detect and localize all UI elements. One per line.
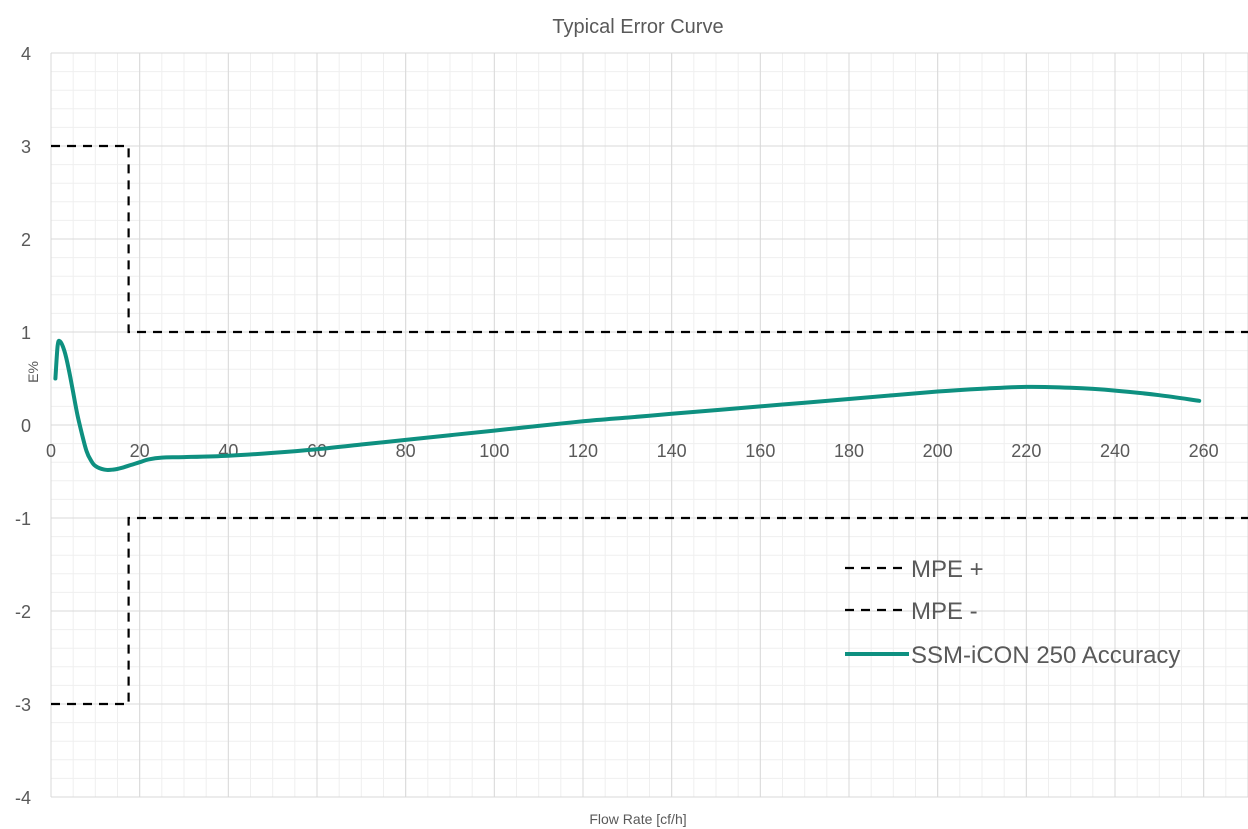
legend-label: SSM-iCON 250 Accuracy <box>911 642 1180 669</box>
series-layer <box>51 144 1248 706</box>
y-axis-label: E% <box>25 361 41 383</box>
x-tick-label: 40 <box>218 441 238 461</box>
y-tick-label: 1 <box>21 323 31 343</box>
x-axis-ticks: 0 20 40 60 80 100 120 140 160 180 200 220 240 260 <box>46 441 1219 461</box>
legend: MPE + MPE - SSM-iCON 250 Accuracy <box>845 556 1180 669</box>
y-tick-label: 2 <box>21 230 31 250</box>
y-tick-label: -3 <box>15 695 31 715</box>
series-line-1 <box>51 516 1248 706</box>
x-tick-label: 0 <box>46 441 56 461</box>
x-tick-label: 20 <box>130 441 150 461</box>
y-tick-label: -2 <box>15 602 31 622</box>
y-tick-label: 0 <box>21 416 31 436</box>
y-tick-label: -1 <box>15 509 31 529</box>
x-tick-label: 260 <box>1189 441 1219 461</box>
x-tick-label: 100 <box>479 441 509 461</box>
x-tick-label: 240 <box>1100 441 1130 461</box>
x-tick-label: 140 <box>657 441 687 461</box>
x-tick-label: 160 <box>745 441 775 461</box>
x-tick-label: 220 <box>1011 441 1041 461</box>
x-tick-label: 200 <box>923 441 953 461</box>
x-tick-label: 180 <box>834 441 864 461</box>
chart-title: Typical Error Curve <box>552 16 723 38</box>
y-axis-ticks: -4 -3 -2 -1 0 1 2 3 4 <box>15 44 31 808</box>
y-tick-label: 3 <box>21 137 31 157</box>
series-line-0 <box>51 144 1248 334</box>
y-tick-label: -4 <box>15 788 31 808</box>
y-tick-label: 4 <box>21 44 31 64</box>
legend-label: MPE + <box>911 556 984 583</box>
x-tick-label: 120 <box>568 441 598 461</box>
legend-label: MPE - <box>911 598 978 625</box>
x-tick-label: 80 <box>396 441 416 461</box>
series-line-2 <box>53 338 1202 472</box>
x-axis-label: Flow Rate [cf/h] <box>589 811 686 827</box>
